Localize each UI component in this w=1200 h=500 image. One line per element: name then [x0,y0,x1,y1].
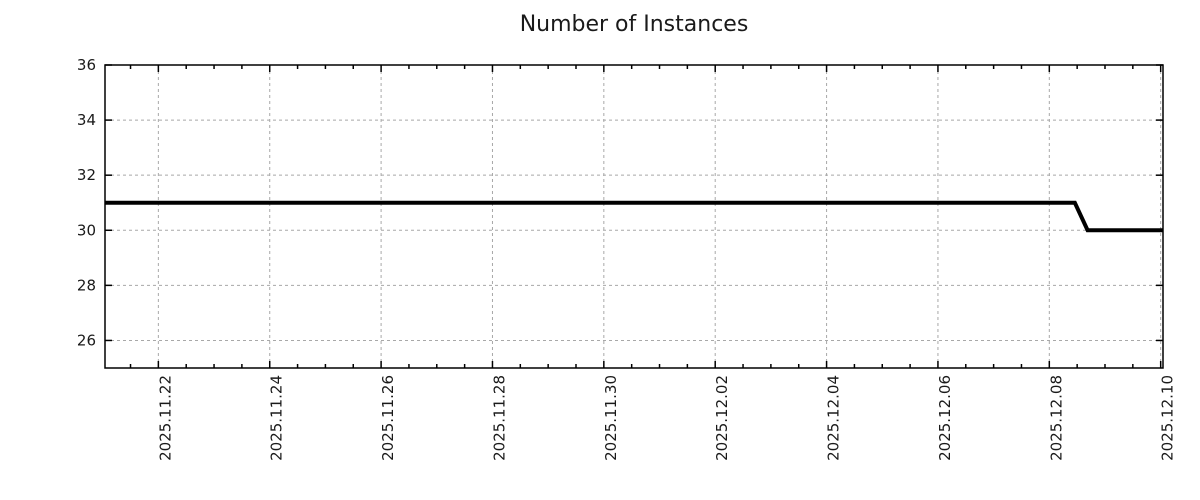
x-tick-label: 2025.11.30 [602,375,620,461]
plot-area: 26 28 30 32 34 36 2025.11.22 2025.11.24 2025.11.… [77,56,1177,461]
y-tick-label: 34 [77,111,96,129]
x-tick-label: 2025.12.06 [936,375,954,461]
x-tick-label: 2025.12.02 [713,375,731,461]
x-tick-label: 2025.11.24 [268,375,286,461]
y-tick-label: 32 [77,166,96,184]
x-tick-label: 2025.12.08 [1047,375,1065,461]
x-tick-label: 2025.12.10 [1159,375,1177,461]
x-tick-label: 2025.11.28 [490,375,508,461]
x-tick-label: 2025.12.04 [825,375,843,461]
y-tick-label: 36 [77,56,96,74]
y-tick-label: 26 [77,331,96,349]
chart-title: Number of Instances [520,12,749,37]
x-tick-label: 2025.11.22 [156,375,174,461]
y-tick-label: 28 [77,276,96,294]
x-tick-label: 2025.11.26 [379,375,397,461]
y-tick-label: 30 [77,221,96,239]
series-line-instances [105,200,1163,233]
plot-border [104,64,1164,369]
